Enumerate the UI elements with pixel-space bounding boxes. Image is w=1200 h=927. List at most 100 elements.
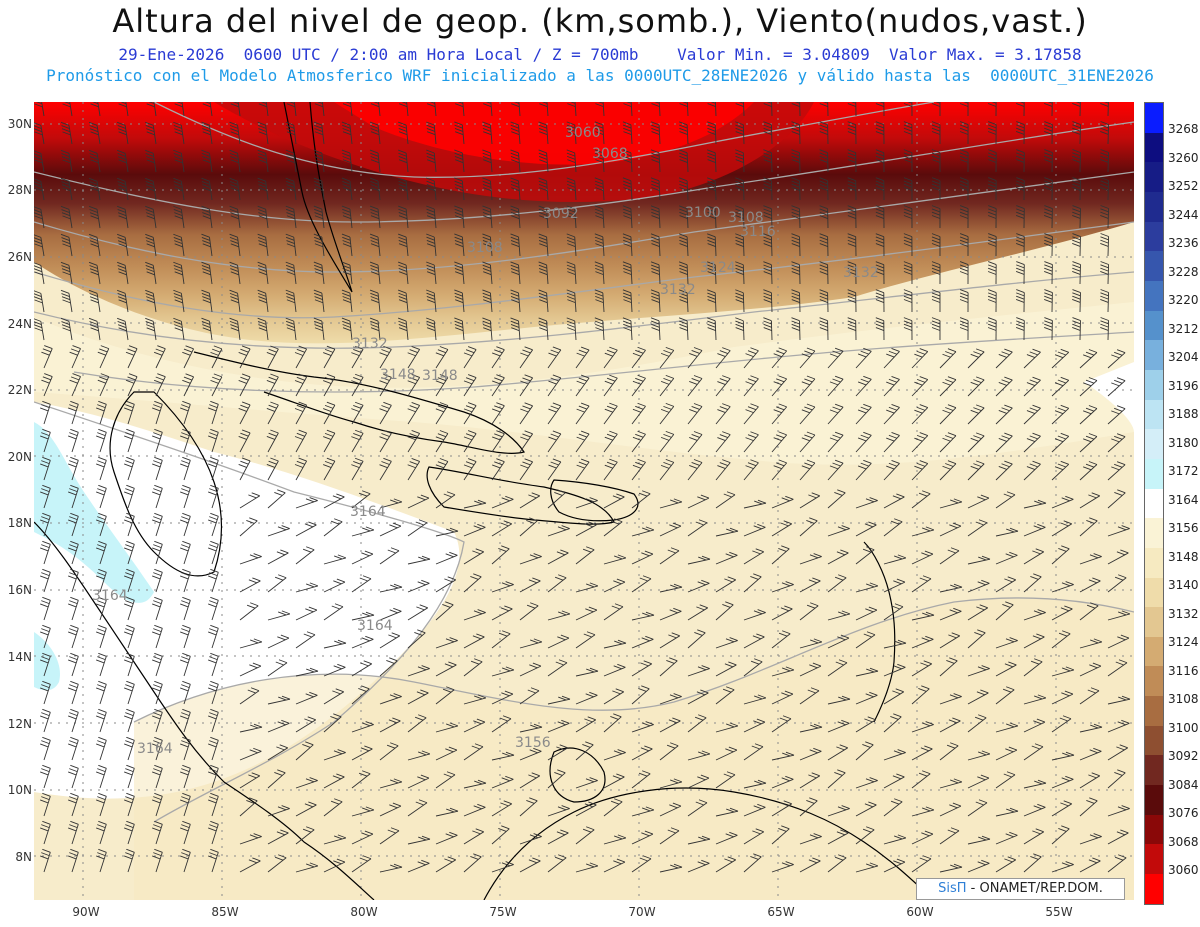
wind-barb <box>379 632 400 649</box>
wind-barb <box>594 289 605 313</box>
wind-barb <box>743 694 767 705</box>
wind-barb <box>435 491 456 509</box>
wind-barb <box>152 540 163 565</box>
wind-barb <box>687 835 711 845</box>
wind-barb <box>208 652 219 677</box>
wind-barb <box>827 459 844 481</box>
wind-barb <box>1044 233 1053 257</box>
wind-barb <box>659 583 683 593</box>
wind-barb <box>379 401 392 425</box>
wind-barb <box>715 831 738 845</box>
wind-barb <box>631 745 653 761</box>
wind-barb <box>482 121 493 145</box>
wind-barb <box>1079 349 1098 369</box>
wind-barb <box>743 779 767 789</box>
wind-barb <box>88 233 101 257</box>
wind-barb <box>379 863 403 873</box>
wind-barb <box>855 862 879 873</box>
wind-barb <box>707 289 717 313</box>
wind-barb <box>678 121 689 145</box>
wind-barb <box>855 667 879 677</box>
wind-barb <box>847 102 857 117</box>
wind-barb <box>931 289 941 313</box>
wind-barb <box>351 855 372 873</box>
wind-barb <box>827 695 851 705</box>
wind-barb <box>771 800 792 817</box>
wind-barb <box>267 744 288 761</box>
wind-barb <box>40 400 51 425</box>
colorbar-level-label: 3268 <box>1168 122 1199 136</box>
wind-barb <box>819 102 829 117</box>
wind-barb <box>987 177 997 201</box>
wind-barb <box>771 825 790 845</box>
wind-barb <box>575 374 590 397</box>
wind-barb <box>1051 715 1072 733</box>
wind-barb <box>1079 461 1098 481</box>
wind-barb <box>959 205 969 229</box>
wind-barb <box>650 233 661 257</box>
wind-barb <box>180 708 191 733</box>
wind-barb <box>1023 432 1041 453</box>
wind-barb <box>519 833 542 845</box>
wind-barb <box>68 568 79 593</box>
wind-barb <box>855 431 872 453</box>
wind-barb <box>743 347 759 369</box>
wind-barb <box>622 121 633 145</box>
wind-barb <box>1079 662 1102 677</box>
wind-barb <box>771 666 795 677</box>
wind-barb <box>463 828 484 845</box>
wind-barb <box>855 801 877 817</box>
wind-barb <box>687 459 703 481</box>
wind-barb <box>547 719 570 733</box>
wind-barb <box>847 205 857 229</box>
wind-barb <box>482 289 493 313</box>
colorbar-level-label: 3068 <box>1168 834 1199 849</box>
wind-barb <box>743 743 764 761</box>
wind-barb <box>650 177 661 201</box>
wind-barb <box>687 403 703 425</box>
wind-barb <box>491 581 514 593</box>
wind-barb <box>1079 553 1102 565</box>
wind-barb <box>407 457 421 481</box>
wind-barb <box>519 402 533 425</box>
wind-barb <box>182 373 194 397</box>
wind-barb <box>911 806 935 817</box>
lat-lon-grid <box>34 102 1134 900</box>
wind-barb <box>875 205 885 229</box>
wind-barb <box>201 317 213 341</box>
wind-barb <box>995 637 1018 649</box>
wind-barb <box>294 373 308 397</box>
wind-barb <box>519 346 533 369</box>
wind-barb <box>883 688 904 705</box>
wind-barb <box>1044 289 1053 313</box>
wind-barb <box>40 428 51 453</box>
wind-barb <box>715 347 731 369</box>
wind-barb <box>210 373 223 397</box>
map-subtitle-valid-time: 29-Ene-2026 0600 UTC / 2:00 am Hora Loca… <box>118 45 1082 64</box>
wind-barb <box>883 493 905 509</box>
wind-barb <box>152 680 163 705</box>
wind-barb <box>239 772 260 789</box>
wind-barb <box>1023 499 1047 509</box>
wind-barb <box>1107 719 1130 733</box>
contour-label: 3100 <box>685 205 721 221</box>
wind-barb <box>426 177 437 201</box>
wind-barb <box>1051 404 1070 425</box>
lat-label-24n: 24N <box>7 317 32 331</box>
wind-barb <box>257 261 269 285</box>
wind-barb <box>369 289 381 313</box>
wind-barb <box>435 746 458 761</box>
wind-barb <box>295 826 315 845</box>
lon-label-80w: 80W <box>350 905 378 919</box>
wind-barb <box>855 777 878 789</box>
wind-barb <box>351 660 372 677</box>
wind-barb <box>847 121 857 145</box>
wind-barb <box>1023 779 1047 789</box>
wind-barb <box>351 635 374 649</box>
colorbar-level-label: 3188 <box>1168 407 1199 421</box>
wind-barb <box>34 206 45 229</box>
wind-barb <box>379 657 398 677</box>
wind-barb <box>258 102 269 117</box>
wind-barb <box>995 661 1017 677</box>
wind-barb <box>519 857 541 873</box>
